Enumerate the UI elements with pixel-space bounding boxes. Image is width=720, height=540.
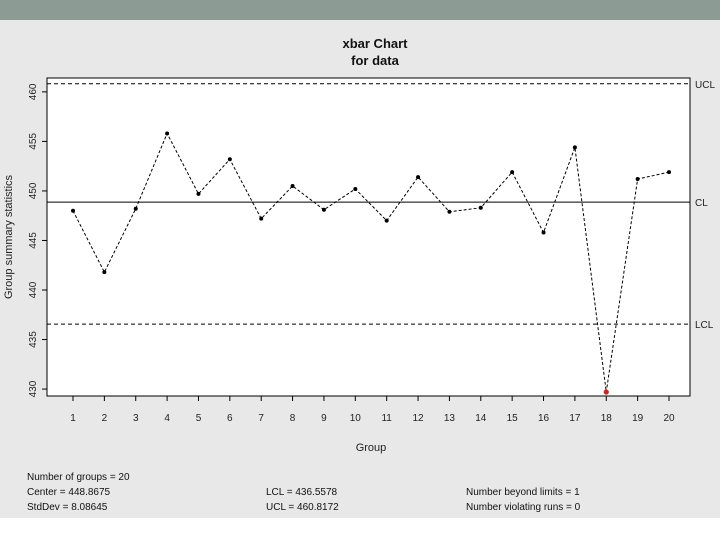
chart-subtitle: for data <box>351 53 399 68</box>
plot-frame <box>46 77 691 397</box>
data-point <box>635 177 640 182</box>
x-tick-label: 18 <box>601 413 613 424</box>
summary-beyond-limits: Number beyond limits = 1 <box>466 487 580 498</box>
data-point <box>71 208 75 213</box>
top-bar <box>0 0 720 20</box>
lcl-label: LCL <box>695 320 714 331</box>
y-tick-label: 450 <box>28 182 39 199</box>
x-tick-label: 12 <box>412 413 424 424</box>
x-axis-title: Group <box>356 442 387 454</box>
center-label: CL <box>695 198 708 209</box>
x-tick-label: 14 <box>475 413 487 424</box>
data-point <box>572 145 577 150</box>
data-point <box>196 191 201 196</box>
summary-center: Center = 448.8675 <box>27 487 111 498</box>
x-tick-label: 15 <box>507 413 519 424</box>
summary-lcl: LCL = 436.5578 <box>266 487 338 498</box>
data-point <box>667 170 671 175</box>
data-point <box>227 157 232 162</box>
summary-stddev: StdDev = 8.08645 <box>27 502 108 513</box>
data-point <box>541 230 546 235</box>
data-point <box>478 205 483 210</box>
x-tick-label: 13 <box>444 413 456 424</box>
data-point-violation <box>603 389 609 395</box>
summary-violating-runs: Number violating runs = 0 <box>466 502 581 513</box>
data-point <box>447 209 452 214</box>
data-point <box>133 206 138 211</box>
data-point <box>321 207 326 212</box>
x-tick-label: 5 <box>196 413 202 424</box>
y-tick-label: 460 <box>28 83 39 100</box>
x-tick-label: 16 <box>538 413 550 424</box>
ucl-label: UCL <box>695 80 715 91</box>
data-point <box>416 175 421 180</box>
x-tick-label: 11 <box>381 413 392 424</box>
data-point <box>290 183 295 188</box>
y-tick-label: 440 <box>28 281 39 298</box>
data-point <box>510 170 515 175</box>
summary-groups: Number of groups = 20 <box>27 472 130 483</box>
x-tick-label: 19 <box>632 413 644 424</box>
data-point <box>259 216 264 221</box>
x-tick-label: 2 <box>102 413 108 424</box>
data-point <box>102 270 107 275</box>
data-point <box>353 186 358 191</box>
x-tick-label: 1 <box>70 413 76 424</box>
y-tick-label: 435 <box>28 331 39 348</box>
y-tick-label: 430 <box>28 380 39 397</box>
chart-title: xbar Chart <box>342 36 408 51</box>
x-tick-label: 17 <box>569 413 581 424</box>
summary-ucl: UCL = 460.8172 <box>266 502 339 513</box>
data-point <box>165 131 170 136</box>
y-axis-title: Group summary statistics <box>3 174 15 299</box>
y-tick-label: 445 <box>28 232 39 249</box>
y-tick-label: 455 <box>28 133 39 150</box>
x-tick-label: 6 <box>227 413 233 424</box>
x-tick-label: 4 <box>164 413 170 424</box>
x-tick-label: 3 <box>133 413 139 424</box>
x-tick-label: 7 <box>258 413 264 424</box>
series-line <box>72 132 670 393</box>
x-tick-label: 20 <box>663 413 675 424</box>
x-tick-label: 9 <box>321 413 327 424</box>
x-tick-label: 8 <box>290 413 296 424</box>
data-point <box>384 218 389 223</box>
x-tick-label: 10 <box>350 413 362 424</box>
